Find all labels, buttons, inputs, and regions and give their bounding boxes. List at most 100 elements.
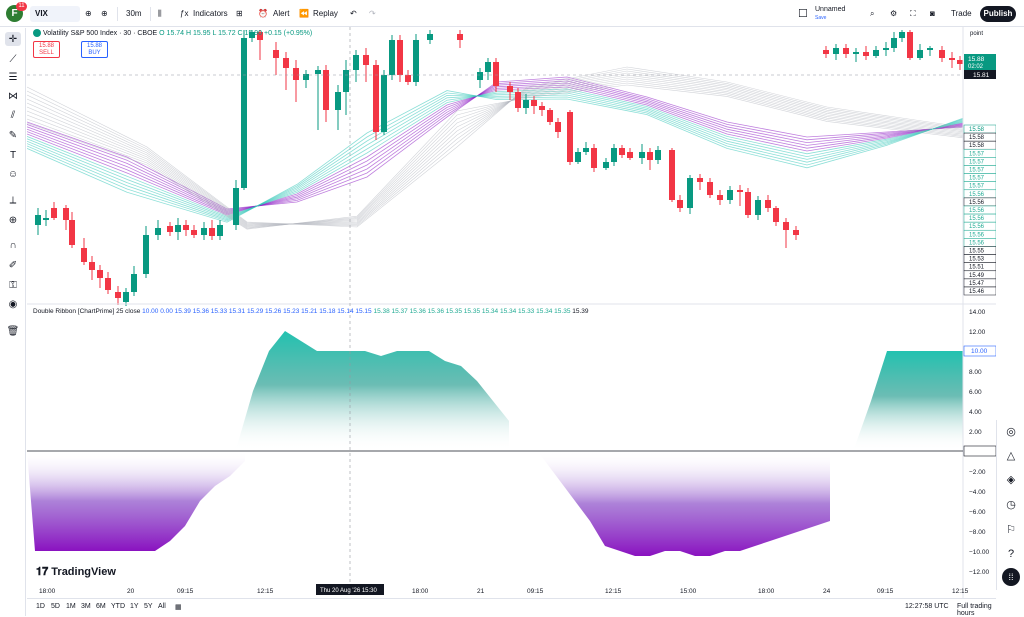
chart-style-icon[interactable]: ⫼ — [158, 9, 162, 18]
sell-price: 15.88 — [38, 43, 54, 49]
target-icon[interactable]: ◎ — [1006, 425, 1016, 438]
crosshair-icon[interactable]: ✛ — [5, 32, 21, 46]
chart-type-icon[interactable]: △ — [1006, 449, 1016, 462]
oscillator-positive-area — [227, 331, 509, 451]
text-icon[interactable]: T — [9, 149, 17, 161]
candle-body — [687, 178, 693, 208]
chart-area[interactable]: 15.9015.7015.6015.8802:0215.8115.5815.58… — [27, 27, 996, 598]
indicators-icon[interactable]: ƒx — [180, 9, 189, 18]
lock-draw-icon[interactable]: ✐ — [8, 259, 18, 271]
magnet-icon[interactable]: ∩ — [9, 239, 17, 251]
help-icon[interactable]: ? — [1007, 548, 1015, 560]
projection-icon[interactable]: ⫽ — [10, 109, 16, 121]
alerts-icon[interactable]: ◷ — [1006, 498, 1016, 511]
oscillator-positive-area — [845, 351, 996, 451]
add-symbol-icon[interactable]: ⊕ — [85, 9, 92, 18]
layout-checkbox-icon[interactable]: ☐ — [798, 8, 808, 20]
range-5y[interactable]: 5Y — [144, 603, 153, 610]
range-all[interactable]: All — [158, 603, 166, 610]
fib-icon[interactable]: ☰ — [8, 71, 18, 83]
replay-button[interactable]: Replay — [313, 9, 338, 18]
candle-body — [191, 230, 197, 235]
indicator-values-teal: 15.38 15.37 15.36 15.36 15.35 15.35 15.3… — [373, 308, 571, 315]
candle-body — [891, 38, 897, 48]
range-ytd[interactable]: YTD — [111, 603, 125, 610]
ribbon-line — [27, 78, 964, 211]
camera-icon[interactable]: ◙ — [930, 9, 935, 18]
candle-body — [773, 208, 779, 222]
range-1m[interactable]: 1M — [66, 603, 76, 610]
candle-body — [737, 190, 743, 192]
ribbon-value-label: 15.46 — [969, 289, 985, 295]
time-tick-label: 09:15 — [177, 588, 194, 595]
ribbon-value-label: 15.56 — [969, 232, 985, 238]
osc-tick-label: −6.00 — [969, 509, 986, 516]
interval-button[interactable]: 30m — [126, 9, 142, 18]
session-selector[interactable]: Full trading hours — [957, 603, 992, 617]
brush-icon[interactable]: ✎ — [8, 129, 18, 141]
ribbon-line-grey — [27, 68, 964, 227]
symbol-search-input[interactable]: VIX — [30, 6, 80, 22]
undo-icon[interactable]: ↶ — [350, 9, 357, 18]
alert-button[interactable]: Alert — [273, 9, 290, 18]
candle-body — [51, 208, 57, 218]
range-1y[interactable]: 1Y — [130, 603, 139, 610]
notifications-icon[interactable]: ⚐ — [1006, 523, 1016, 536]
candle-body — [457, 34, 463, 40]
zoom-icon[interactable]: ⊕ — [8, 214, 18, 226]
candle-body — [353, 55, 359, 70]
grid-icon[interactable]: ⁞⁞ — [1002, 568, 1020, 586]
range-5d[interactable]: 5D — [51, 603, 60, 610]
ribbon-value-label: 15.57 — [969, 151, 985, 157]
trade-button[interactable]: Trade — [951, 9, 972, 18]
osc-tick-label: 8.00 — [969, 369, 982, 376]
trendline-icon[interactable]: ⟋ — [9, 53, 17, 65]
ribbon-line — [27, 92, 964, 220]
oscillator-negative-area — [27, 451, 245, 551]
redo-icon[interactable]: ↷ — [369, 9, 376, 18]
ruler-icon[interactable]: ⟂ — [9, 194, 17, 206]
candle-body — [249, 32, 255, 38]
buy-button[interactable]: 15.88 BUY — [81, 41, 108, 58]
eye-icon[interactable]: ◉ — [8, 298, 18, 310]
quick-search-icon[interactable]: ⌕ — [870, 9, 875, 18]
candle-body — [823, 50, 829, 54]
publish-button[interactable]: Publish — [980, 6, 1016, 22]
candle-body — [539, 106, 545, 110]
layout-name[interactable]: Unnamed Save — [815, 6, 845, 22]
settings-icon[interactable]: ⚙ — [890, 9, 898, 18]
symbol-legend: Volatility S&P 500 Index · 30 · CBOE O 1… — [33, 29, 312, 39]
range-6m[interactable]: 6M — [96, 603, 106, 610]
layers-icon[interactable]: ◈ — [1006, 473, 1016, 486]
range-3m[interactable]: 3M — [81, 603, 91, 610]
candle-body — [833, 48, 839, 54]
ribbon-value-label: 15.58 — [969, 143, 985, 149]
utc-clock[interactable]: 12:27:58 UTC — [905, 603, 949, 610]
osc-current-tag — [963, 345, 996, 357]
alert-icon[interactable]: ⏰ — [258, 9, 268, 18]
candle-body — [233, 188, 239, 225]
date-range-icon[interactable]: ▦ — [175, 604, 182, 611]
replay-icon[interactable]: ⏪ — [299, 9, 309, 18]
sell-button[interactable]: 15.88 SELL — [33, 41, 60, 58]
indicator-values-dark: 10.00 0.00 15.39 15.36 15.33 15.31 15.29… — [142, 308, 372, 315]
range-1d[interactable]: 1D — [36, 603, 45, 610]
ohlc-values: O 15.74 H 15.95 L 15.72 C 15.90 +0.15 (+… — [159, 30, 313, 37]
lock-icon[interactable]: ⚿ — [9, 279, 17, 291]
emoji-icon[interactable]: ☺ — [7, 168, 19, 180]
market-status-icon — [33, 29, 41, 38]
buy-price: 15.88 — [86, 43, 102, 49]
sell-label: SELL — [39, 50, 54, 56]
templates-icon[interactable]: ⊞ — [236, 9, 243, 18]
trash-icon[interactable]: 🗑 — [6, 325, 20, 337]
top-toolbar: F 11 VIX ⊕ ⊕ 30m ⫼ ƒx Indicators ⊞ ⏰ Ale… — [0, 0, 1024, 27]
compare-icon[interactable]: ⊕ — [101, 9, 108, 18]
indicator-name[interactable]: Double Ribbon [ChartPrime] 25 close — [33, 308, 141, 315]
pattern-icon[interactable]: ⋈ — [8, 90, 18, 102]
candle-body — [727, 190, 733, 200]
osc-tick-label: 12.00 — [969, 329, 986, 336]
candle-body — [485, 62, 491, 72]
symbol-title[interactable]: Volatility S&P 500 Index · 30 · CBOE — [42, 30, 158, 37]
fullscreen-icon[interactable]: ⛶ — [910, 9, 916, 18]
indicators-button[interactable]: Indicators — [193, 9, 228, 18]
